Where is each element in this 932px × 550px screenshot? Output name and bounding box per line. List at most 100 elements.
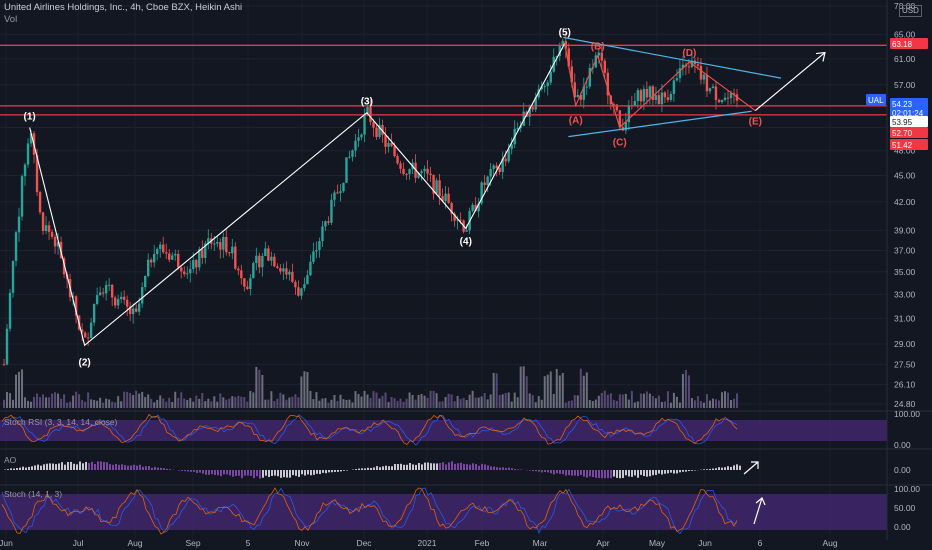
volume-bar — [657, 395, 660, 408]
candle-body — [44, 225, 48, 231]
ao-bar — [463, 463, 465, 470]
ao-bar — [370, 467, 372, 470]
candle-body — [192, 260, 195, 270]
oscillator-line — [1, 487, 738, 535]
candle-body — [654, 95, 658, 100]
price-tick-label: 70.00 — [894, 1, 916, 11]
oscillator-line — [1, 413, 738, 446]
volume-bar — [393, 398, 396, 408]
ao-bar — [238, 470, 240, 476]
ao-bar — [658, 470, 660, 474]
candle-body — [56, 241, 60, 247]
volume-bar — [594, 399, 597, 408]
volume-bar — [315, 392, 318, 408]
volume-bar — [585, 372, 588, 408]
candle-body — [306, 275, 309, 285]
volume-bar — [552, 394, 555, 408]
price-badge-label: 54.23 — [892, 100, 913, 109]
candle-body — [143, 276, 147, 288]
time-tick-label: Jun — [0, 538, 13, 548]
symbol-title[interactable]: United Airlines Holdings, Inc., 4h, Cboe… — [4, 2, 243, 13]
ao-arrow — [743, 461, 759, 475]
ao-bar — [151, 467, 153, 470]
volume-bar — [201, 393, 204, 408]
ao-bar — [232, 470, 234, 477]
wave-label: (B) — [591, 42, 605, 53]
ao-bar — [739, 465, 741, 470]
candle-body — [47, 225, 51, 232]
ao-bar — [67, 462, 69, 470]
ao-bar — [412, 464, 414, 470]
volume-bar — [516, 397, 519, 408]
volume-bar — [42, 394, 45, 408]
ao-bar — [448, 462, 450, 470]
volume-bar — [471, 390, 474, 408]
ao-bar — [592, 470, 594, 478]
volume-bar — [663, 401, 666, 408]
indicator-tick-label: 50.00 — [894, 503, 916, 513]
volume-bar — [468, 394, 471, 408]
candle-body — [315, 249, 318, 252]
ao-bar — [328, 470, 330, 473]
ao-bar — [253, 470, 255, 479]
time-tick-label: Jul — [73, 538, 84, 548]
time-axis[interactable]: Jun Jul Aug Sep 5 Nov Dec 2021 Feb Mar Apr May Jun 6 A… — [0, 538, 838, 548]
volume-bar — [480, 396, 483, 408]
volume-bar — [339, 394, 342, 408]
volume-bar — [351, 402, 354, 408]
ao-bar — [508, 467, 510, 470]
price-tick-label: 45.00 — [894, 170, 916, 180]
candle-body — [615, 104, 619, 111]
ao-bar — [40, 465, 42, 470]
ao-bar — [250, 470, 252, 476]
volume-bar — [513, 392, 516, 408]
stoch-arrow — [753, 497, 763, 525]
volume-bar — [54, 392, 57, 408]
ao-bar — [391, 466, 393, 470]
ao-bar — [472, 463, 474, 470]
currency-badge[interactable]: USD — [899, 5, 922, 17]
ao-bar — [691, 470, 693, 471]
volume-bar — [507, 392, 510, 408]
volume-bar — [111, 401, 114, 408]
volume-bar — [3, 399, 5, 408]
ao-bar — [469, 464, 471, 470]
price-axis[interactable]: 70.0065.0061.0057.0054.0051.0048.0045.00… — [886, 0, 916, 540]
volume-bar — [366, 394, 369, 408]
candle-body — [732, 93, 736, 95]
volume-bar — [477, 397, 480, 408]
candle-body — [71, 296, 75, 298]
ao-arrowhead — [751, 461, 759, 469]
stoch-rsi-label: Stoch RSI (3, 3, 14, 14, close) — [4, 417, 118, 427]
candle-body — [678, 68, 682, 79]
volume-bar — [669, 402, 672, 408]
ao-bar — [598, 470, 600, 479]
candle-body — [23, 164, 27, 177]
volume-bar — [420, 394, 423, 408]
volume-bar — [486, 399, 489, 408]
volume-bar — [423, 395, 426, 408]
ao-bar — [652, 470, 654, 476]
volume-bar — [27, 400, 30, 408]
volume-bar — [639, 393, 642, 408]
volume-bar — [462, 397, 465, 408]
volume-bar — [672, 392, 675, 408]
candle-body — [405, 173, 408, 175]
ao-bar — [112, 464, 114, 470]
volume-bar — [414, 399, 417, 408]
time-tick-label: 2021 — [418, 538, 437, 548]
candle-body — [285, 268, 288, 275]
candle-body — [113, 297, 117, 306]
volume-bar — [285, 399, 288, 408]
indicator-tick-label: 0.00 — [894, 440, 911, 450]
candle-body — [456, 219, 459, 221]
ao-bar — [547, 470, 549, 473]
volume-bar — [438, 401, 441, 408]
candle-body — [576, 94, 579, 98]
ao-bar — [532, 470, 534, 472]
volume-bar — [324, 398, 327, 408]
volume-bar — [390, 397, 393, 408]
candle-body — [585, 86, 588, 88]
volume-bar — [582, 375, 585, 408]
